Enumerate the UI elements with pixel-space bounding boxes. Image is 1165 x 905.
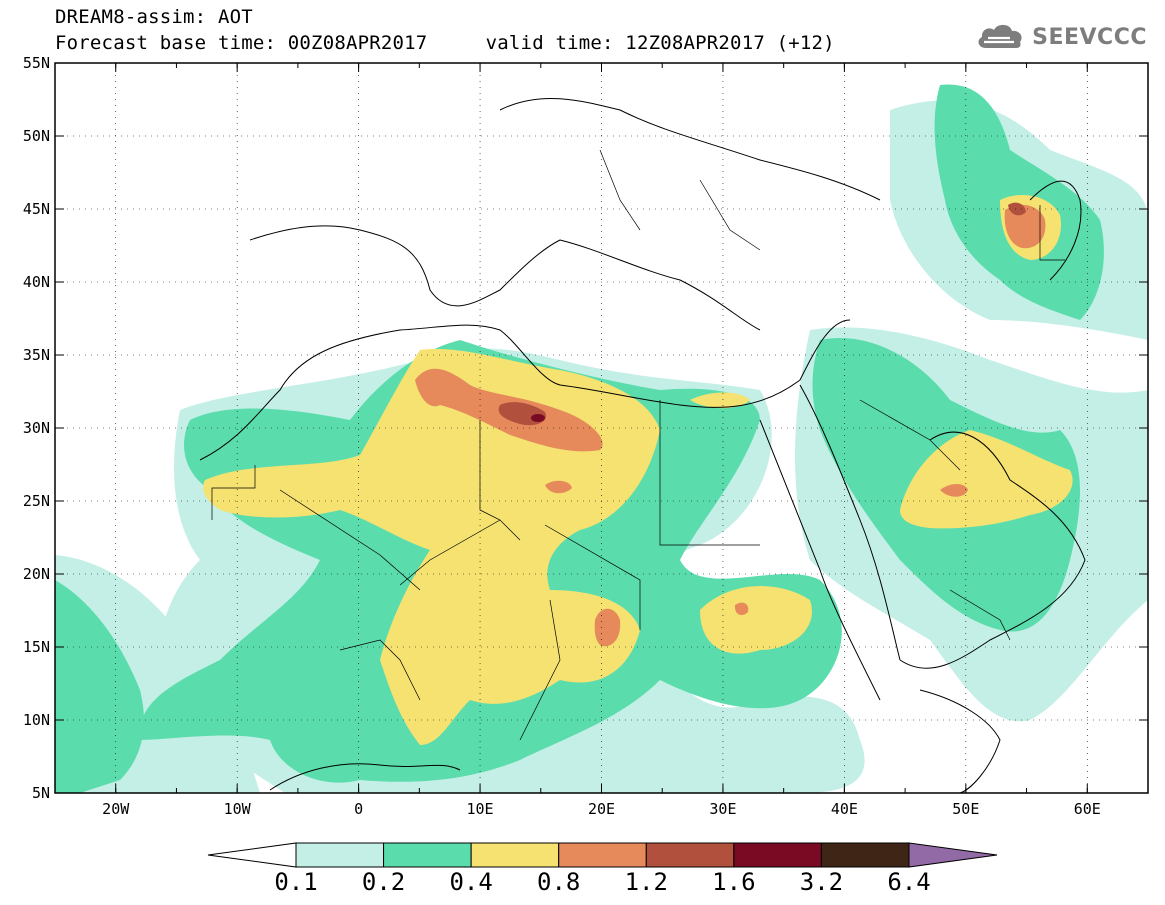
colorbar-label: 0.1 — [274, 868, 318, 896]
lon-tick-label: 60E — [1074, 800, 1101, 818]
colorbar — [207, 842, 998, 868]
colorbar-label: 0.2 — [361, 868, 406, 896]
colorbar-over-triangle — [908, 842, 998, 868]
lat-tick-label: 40N — [23, 273, 50, 291]
colorbar-swatch — [383, 842, 472, 868]
lon-tick-label: 0 — [354, 800, 363, 818]
lat-tick-label: 20N — [23, 565, 50, 583]
colorbar-label: 6.4 — [887, 868, 931, 896]
lon-tick-labels: 20W 10W 0 10E 20E 30E 40E 50E 60E — [102, 800, 1101, 818]
lat-tick-label: 35N — [23, 346, 50, 364]
colorbar-label: 0.4 — [449, 868, 493, 896]
lon-tick-label: 20W — [102, 800, 130, 818]
colorbar-swatch — [295, 842, 385, 868]
colorbar-label: 1.2 — [624, 868, 668, 896]
colorbar-swatch — [470, 842, 560, 868]
axis-ticks — [54, 62, 1149, 794]
lon-tick-label: 20E — [588, 800, 615, 818]
colorbar-label: 0.8 — [537, 868, 581, 896]
colorbar-label: 1.6 — [712, 868, 756, 896]
lat-tick-label: 30N — [23, 419, 50, 437]
colorbar-under-triangle — [207, 842, 297, 868]
gridlines — [55, 63, 1148, 793]
aot-level-1.6 — [531, 414, 545, 422]
chart-subtitle: Forecast base time: 00Z08APR2017 valid t… — [55, 32, 835, 54]
lat-tick-label: 5N — [32, 784, 50, 802]
colorbar-swatch — [645, 842, 735, 868]
logo-text: SEEVCCC — [1032, 24, 1147, 50]
colorbar-swatch — [820, 842, 910, 868]
coastlines — [199, 97, 1086, 794]
chart-title: DREAM8-assim: AOT — [55, 6, 253, 28]
lat-tick-label: 55N — [23, 54, 50, 72]
lon-tick-label: 10E — [467, 800, 494, 818]
lon-tick-label: 40E — [831, 800, 858, 818]
lat-tick-label: 45N — [23, 200, 50, 218]
colorbar-label: 3.2 — [799, 868, 844, 896]
lon-tick-label: 30E — [709, 800, 736, 818]
cloud-icon — [978, 24, 1022, 48]
lon-tick-label: 50E — [952, 800, 979, 818]
aot-level-0.4 — [203, 195, 1073, 745]
lat-tick-label: 15N — [23, 638, 50, 656]
colorbar-swatch — [733, 842, 822, 868]
lat-tick-label: 10N — [23, 711, 50, 729]
seevccc-logo: SEEVCCC — [974, 22, 1147, 52]
lat-tick-label: 50N — [23, 127, 50, 145]
lon-tick-label: 10W — [224, 800, 252, 818]
colorbar-swatch — [558, 842, 647, 868]
lat-tick-labels: 55N 50N 45N 40N 35N 30N 25N 20N 15N 10N 5N — [23, 54, 50, 802]
lat-tick-label: 25N — [23, 492, 50, 510]
